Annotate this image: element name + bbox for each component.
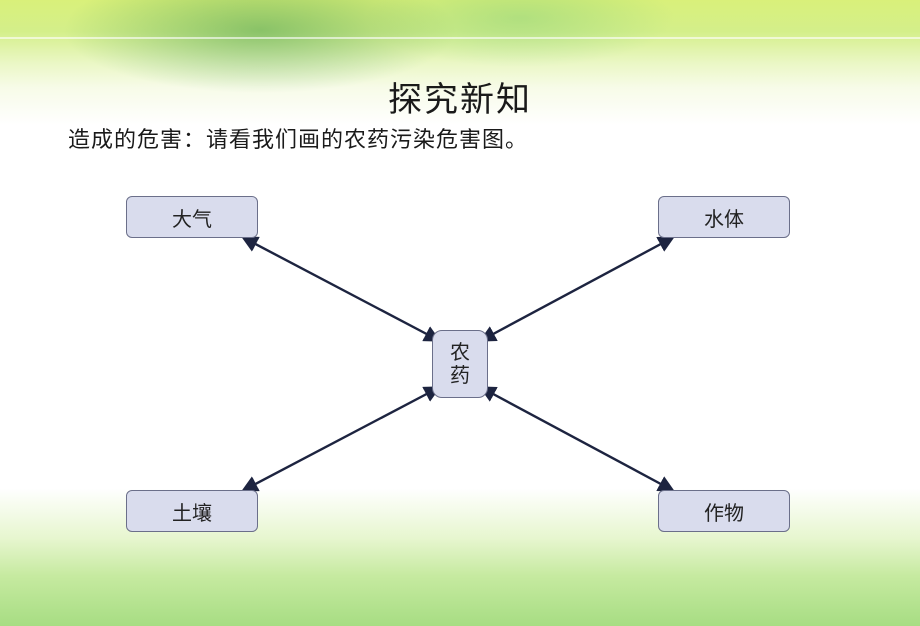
diagram-edges xyxy=(0,0,920,626)
slide: 探究新知 造成的危害：请看我们画的农药污染危害图。 农 药 大气 水体 土壤 作… xyxy=(0,0,920,626)
